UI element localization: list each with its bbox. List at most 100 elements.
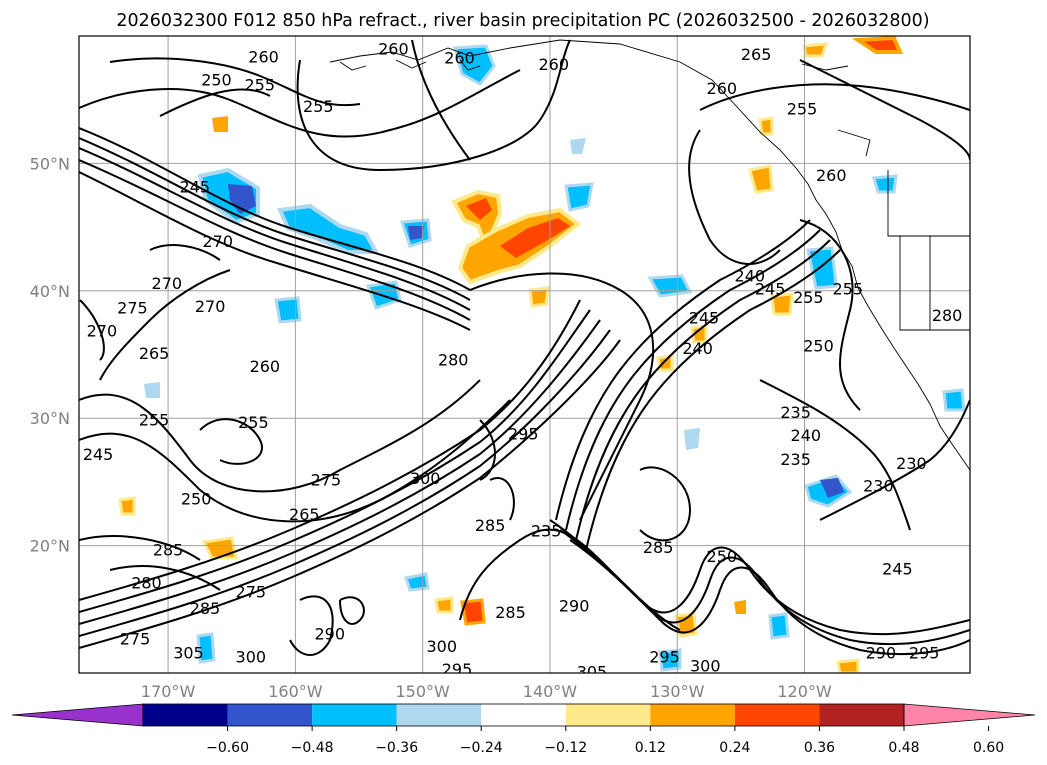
contour-label: 255 xyxy=(303,97,334,116)
colorbar-bin xyxy=(227,704,313,726)
contour-label: 285 xyxy=(495,603,526,622)
contour-label: 260 xyxy=(444,49,475,68)
negative-anomaly-patch xyxy=(404,572,430,592)
negative-anomaly-patch xyxy=(144,382,160,398)
plot-frame xyxy=(78,35,971,674)
positive-anomaly-patch xyxy=(466,198,492,220)
contour-label: 280 xyxy=(932,306,963,325)
x-tick-label: 170°W xyxy=(141,682,196,701)
contour-label: 235 xyxy=(531,521,562,540)
negative-anomaly-patch xyxy=(570,138,586,154)
contour-line xyxy=(79,137,471,301)
negative-anomaly-patch xyxy=(658,648,682,672)
colorbar-bin xyxy=(312,704,397,726)
y-tick-label: 40°N xyxy=(30,282,70,301)
contour-label: 255 xyxy=(238,413,269,432)
contour-label: 305 xyxy=(173,644,204,663)
contour-label: 230 xyxy=(896,454,927,473)
colorbar-ticks: −0.60 −0.48 −0.36 −0.24 −0.12 0.12 0.24 0.36 0.4… xyxy=(206,726,1004,756)
positive-anomaly-patch xyxy=(656,354,674,372)
contour-label: 250 xyxy=(707,547,738,566)
positive-anomaly-patch xyxy=(836,658,860,673)
contour-label: 250 xyxy=(201,70,232,89)
colorbar-bin xyxy=(481,704,566,726)
contour-line xyxy=(79,339,621,649)
contour-label: 255 xyxy=(833,279,864,298)
north-america-coastline xyxy=(329,39,970,471)
contour-label: 260 xyxy=(248,47,279,66)
contour-line xyxy=(79,127,471,291)
contour-line xyxy=(688,129,781,265)
x-tick-label: 130°W xyxy=(650,682,705,701)
x-tick-label: 140°W xyxy=(523,682,578,701)
contour-label: 235 xyxy=(780,403,811,422)
contour-label: 295 xyxy=(909,644,940,663)
x-tick-label: 150°W xyxy=(395,682,450,701)
colorbar-tick-label: 0.48 xyxy=(888,740,919,756)
contour-label: 290 xyxy=(559,596,590,615)
negative-anomaly-patch xyxy=(564,182,594,212)
negative-anomaly-patch xyxy=(806,246,838,290)
contour-label: 270 xyxy=(87,321,118,340)
colorbar-tick-label: −0.24 xyxy=(460,740,503,756)
aleutian-coastline xyxy=(339,59,481,71)
negative-anomaly-patch xyxy=(274,296,302,324)
colorbar-bin xyxy=(819,704,904,726)
contour-line xyxy=(639,466,692,542)
contour-label: 275 xyxy=(236,582,267,601)
contour-label: 300 xyxy=(426,637,457,656)
positive-anomaly-patch xyxy=(758,116,774,136)
contour-label: 260 xyxy=(539,55,570,74)
negative-anomaly-patch xyxy=(820,478,844,498)
contour-label: 250 xyxy=(803,337,834,356)
contour-label: 245 xyxy=(689,309,720,328)
contour-line xyxy=(565,229,821,531)
contour-line xyxy=(759,379,911,531)
positive-anomaly-patch xyxy=(528,286,550,308)
positive-anomaly-patch xyxy=(734,600,746,614)
contour-label: 245 xyxy=(755,279,786,298)
contour-line xyxy=(79,147,471,311)
negative-anomaly-patch xyxy=(408,226,424,240)
contour-line xyxy=(79,399,511,523)
positive-anomaly-patch xyxy=(434,596,454,614)
map-background xyxy=(79,36,970,673)
contour-label: 300 xyxy=(410,469,441,488)
shaded-anomalies xyxy=(118,36,966,673)
colorbar-tick-label: −0.48 xyxy=(291,740,334,756)
contour-line xyxy=(109,57,361,107)
contour-label: 290 xyxy=(866,644,897,663)
contour-line xyxy=(79,535,201,561)
contour-label: 275 xyxy=(311,470,342,489)
positive-anomaly-patch xyxy=(802,42,829,58)
contour-line xyxy=(79,319,601,625)
colorbar-tick-label: −0.60 xyxy=(206,740,249,756)
contour-label: 290 xyxy=(314,625,345,644)
contour-label: 250 xyxy=(181,489,212,508)
contour-label: 245 xyxy=(180,177,211,196)
contour-label: 255 xyxy=(139,410,170,429)
contour-line xyxy=(555,219,811,521)
positive-anomaly-patch xyxy=(460,598,486,626)
colorbar-bin xyxy=(565,704,651,726)
colorbar-tick-label: 0.12 xyxy=(635,740,666,756)
contour-label: 270 xyxy=(202,232,233,251)
contour-label: 260 xyxy=(816,166,847,185)
contour-label: 230 xyxy=(863,477,894,496)
contour-line xyxy=(819,399,970,521)
contour-label: 295 xyxy=(508,424,539,443)
y-axis: 20°N 30°N 40°N 50°N xyxy=(30,154,70,555)
chart-title: 2026032300 F012 850 hPa refract., river … xyxy=(116,11,929,31)
colorbar-tick-label: 0.36 xyxy=(804,740,835,756)
negative-anomaly-patch xyxy=(872,174,898,194)
positive-anomaly-patch xyxy=(748,164,774,194)
colorbar-outline xyxy=(142,703,905,727)
colorbar-bin xyxy=(650,704,735,726)
x-tick-label: 120°W xyxy=(777,682,832,701)
refractivity-contours xyxy=(79,39,970,656)
contour-label: 255 xyxy=(244,75,275,94)
contour-line xyxy=(569,539,970,656)
contour-label: 255 xyxy=(787,100,818,119)
positive-anomaly-patch xyxy=(201,536,238,560)
